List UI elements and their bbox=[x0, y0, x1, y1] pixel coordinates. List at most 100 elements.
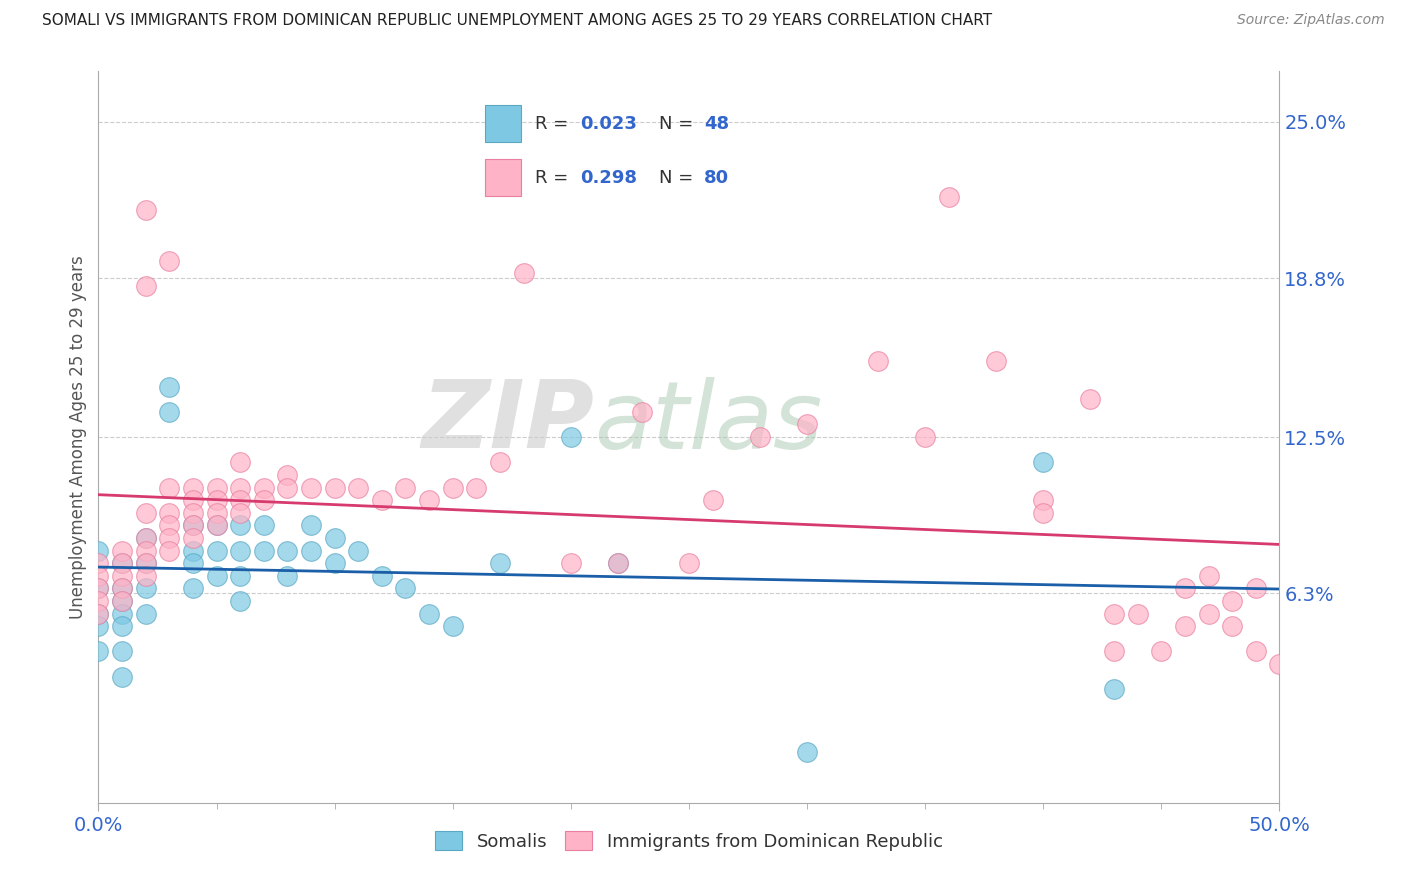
Point bbox=[205, 543, 228, 558]
Point bbox=[1268, 657, 1291, 671]
Point bbox=[111, 607, 134, 621]
Point bbox=[181, 506, 204, 520]
Point bbox=[866, 354, 889, 368]
Text: SOMALI VS IMMIGRANTS FROM DOMINICAN REPUBLIC UNEMPLOYMENT AMONG AGES 25 TO 29 YE: SOMALI VS IMMIGRANTS FROM DOMINICAN REPU… bbox=[42, 13, 993, 29]
Point bbox=[205, 506, 228, 520]
Point bbox=[135, 203, 157, 218]
Point bbox=[914, 430, 936, 444]
Point bbox=[1198, 607, 1220, 621]
Point bbox=[1102, 607, 1125, 621]
Point bbox=[205, 569, 228, 583]
Point bbox=[205, 518, 228, 533]
Point bbox=[87, 582, 110, 596]
Point bbox=[702, 493, 724, 508]
Point bbox=[560, 556, 582, 570]
Point bbox=[157, 379, 180, 393]
Point bbox=[229, 569, 252, 583]
Point bbox=[111, 582, 134, 596]
Point bbox=[87, 607, 110, 621]
Point bbox=[1150, 644, 1173, 658]
Point bbox=[253, 543, 276, 558]
Point bbox=[1032, 493, 1054, 508]
Point bbox=[796, 417, 818, 432]
Point bbox=[87, 543, 110, 558]
Point bbox=[1244, 644, 1267, 658]
Point bbox=[748, 430, 770, 444]
Point bbox=[135, 556, 157, 570]
Point bbox=[1032, 455, 1054, 469]
Point bbox=[157, 405, 180, 419]
Point bbox=[87, 556, 110, 570]
Point bbox=[205, 493, 228, 508]
Point bbox=[1032, 506, 1054, 520]
Point bbox=[157, 518, 180, 533]
Point bbox=[607, 556, 630, 570]
Point bbox=[796, 745, 818, 759]
Legend: Somalis, Immigrants from Dominican Republic: Somalis, Immigrants from Dominican Repub… bbox=[426, 822, 952, 860]
Point bbox=[299, 543, 322, 558]
Point bbox=[347, 481, 370, 495]
Point bbox=[1126, 607, 1149, 621]
Point bbox=[135, 531, 157, 545]
Point bbox=[276, 467, 298, 482]
Point bbox=[394, 582, 416, 596]
Point bbox=[87, 607, 110, 621]
Point bbox=[938, 190, 960, 204]
Point bbox=[678, 556, 700, 570]
Point bbox=[111, 644, 134, 658]
Point bbox=[157, 531, 180, 545]
Point bbox=[135, 531, 157, 545]
Point bbox=[1220, 594, 1243, 608]
Point bbox=[1244, 582, 1267, 596]
Point bbox=[111, 543, 134, 558]
Point bbox=[323, 556, 346, 570]
Point bbox=[229, 455, 252, 469]
Point bbox=[157, 506, 180, 520]
Point bbox=[323, 531, 346, 545]
Point bbox=[299, 481, 322, 495]
Point bbox=[371, 493, 394, 508]
Point bbox=[371, 569, 394, 583]
Point bbox=[111, 594, 134, 608]
Point bbox=[630, 405, 652, 419]
Point bbox=[135, 607, 157, 621]
Point bbox=[135, 278, 157, 293]
Point bbox=[299, 518, 322, 533]
Point bbox=[560, 430, 582, 444]
Point bbox=[111, 556, 134, 570]
Point bbox=[1220, 619, 1243, 633]
Point bbox=[135, 569, 157, 583]
Point bbox=[276, 543, 298, 558]
Point bbox=[323, 481, 346, 495]
Point bbox=[465, 481, 488, 495]
Point bbox=[276, 481, 298, 495]
Point bbox=[418, 607, 440, 621]
Point bbox=[607, 556, 630, 570]
Text: ZIP: ZIP bbox=[422, 376, 595, 468]
Point bbox=[205, 481, 228, 495]
Point bbox=[276, 569, 298, 583]
Point bbox=[181, 556, 204, 570]
Point bbox=[135, 543, 157, 558]
Point bbox=[1102, 682, 1125, 697]
Point bbox=[229, 481, 252, 495]
Point bbox=[181, 481, 204, 495]
Point bbox=[1174, 582, 1197, 596]
Point bbox=[111, 556, 134, 570]
Point bbox=[181, 518, 204, 533]
Point bbox=[253, 481, 276, 495]
Point bbox=[1102, 644, 1125, 658]
Point bbox=[87, 644, 110, 658]
Point bbox=[347, 543, 370, 558]
Point bbox=[1198, 569, 1220, 583]
Point bbox=[229, 493, 252, 508]
Point bbox=[181, 582, 204, 596]
Point bbox=[394, 481, 416, 495]
Point bbox=[181, 493, 204, 508]
Point bbox=[157, 253, 180, 268]
Point bbox=[253, 493, 276, 508]
Point bbox=[111, 619, 134, 633]
Point bbox=[157, 543, 180, 558]
Point bbox=[181, 531, 204, 545]
Text: Source: ZipAtlas.com: Source: ZipAtlas.com bbox=[1237, 13, 1385, 28]
